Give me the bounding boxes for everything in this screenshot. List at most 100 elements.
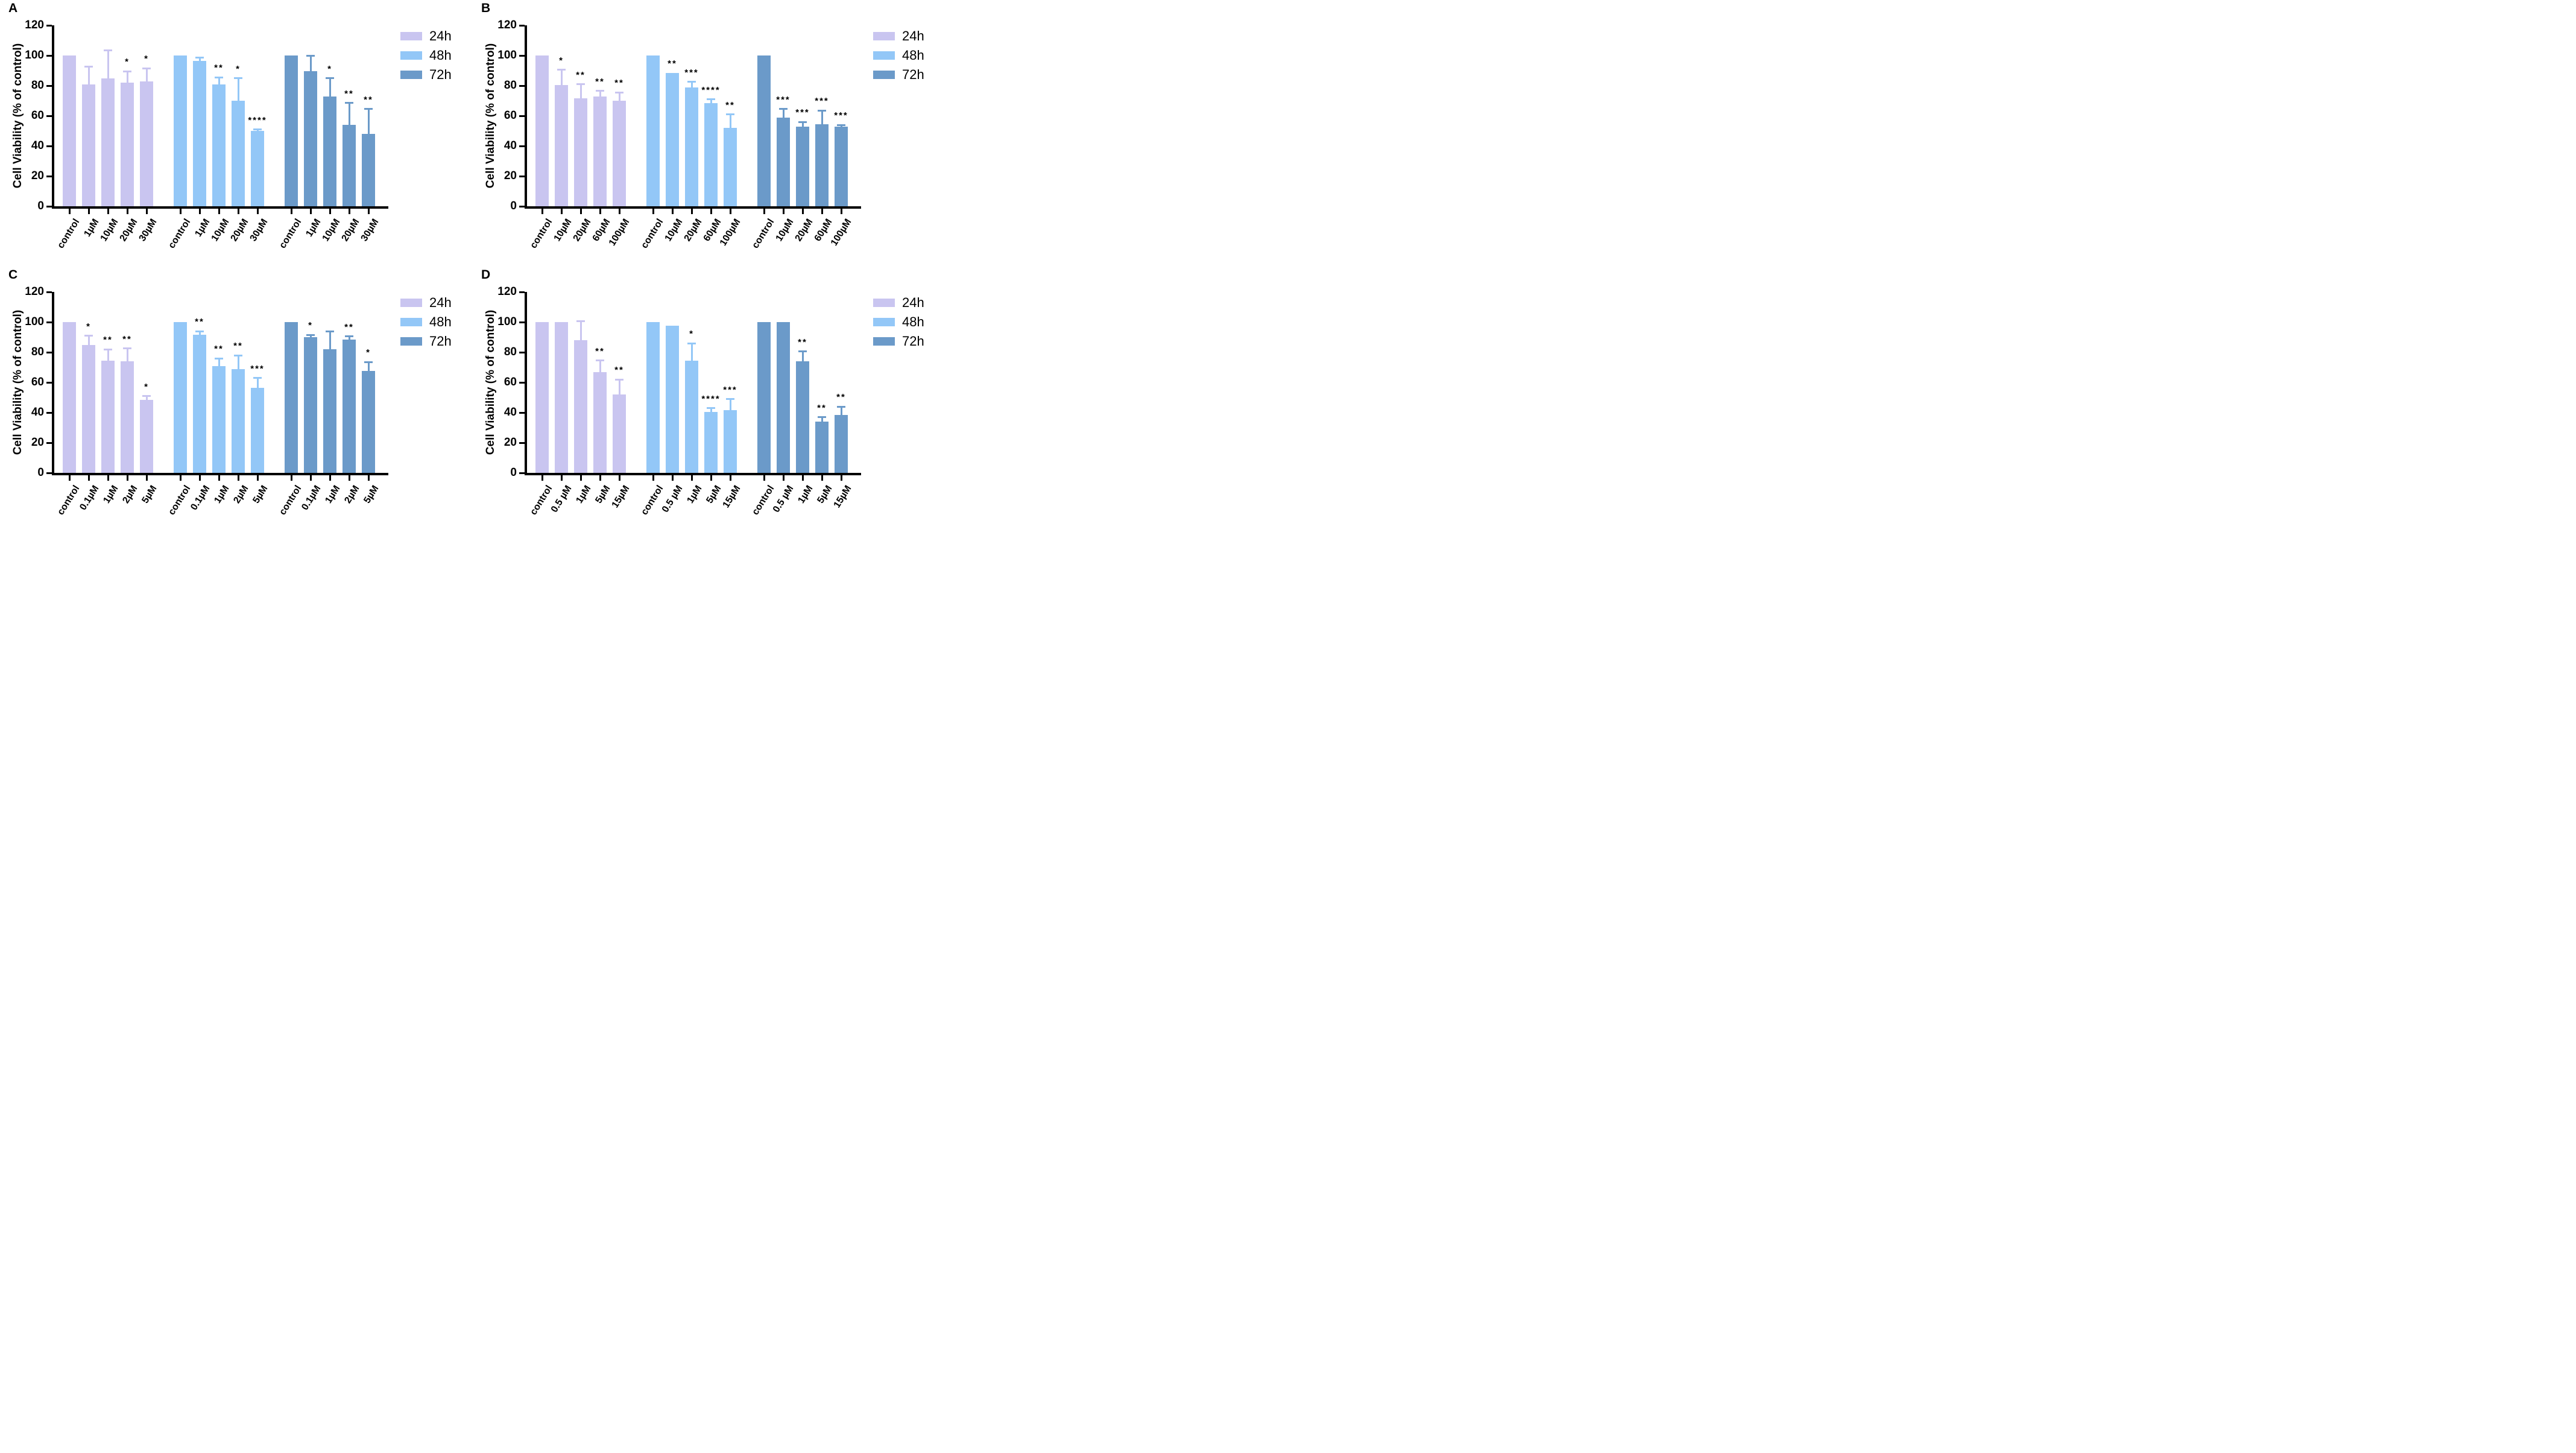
bar-24h-100µM <box>613 101 626 206</box>
y-tick-label: 120 <box>25 19 44 31</box>
y-axis-line <box>525 292 527 475</box>
significance-stars: * <box>236 63 241 74</box>
x-tick-mark <box>145 209 148 214</box>
bar-48h-0.5 µM <box>666 326 679 473</box>
y-tick-mark <box>519 54 525 57</box>
legend-row: 72h <box>400 65 452 84</box>
bar-48h-100µM <box>724 128 737 206</box>
legend-row: 24h <box>400 293 452 312</box>
y-tick-mark <box>519 24 525 27</box>
error-bar-cap <box>326 330 334 332</box>
significance-stars: *** <box>815 96 829 107</box>
x-tick-label: 15µM <box>721 484 743 510</box>
bar-72h-0.1µM <box>304 337 317 473</box>
error-bar-cap <box>615 91 623 93</box>
x-tick-label: 5µM <box>362 484 381 505</box>
x-tick-mark <box>541 475 543 481</box>
error-bar-cap <box>104 49 112 51</box>
error-bar-cap <box>84 335 93 337</box>
x-tick-mark <box>126 209 128 214</box>
x-tick-label: 20µM <box>571 217 593 244</box>
bar-72h-10µM <box>323 96 336 206</box>
significance-stars: * <box>144 54 149 65</box>
error-bar-cap <box>596 359 604 362</box>
legend-row: 24h <box>400 27 452 46</box>
bar-24h-0.5 µM <box>555 322 568 473</box>
x-axis-line <box>52 206 388 209</box>
bar-72h-control <box>285 55 298 206</box>
y-tick-mark <box>46 442 52 444</box>
panel-letter-B: B <box>481 1 491 15</box>
x-tick-mark <box>126 475 128 481</box>
legend-B: 24h 48h 72h <box>873 27 924 84</box>
x-tick-mark <box>579 475 582 481</box>
error-bar-cap <box>104 348 112 350</box>
plot-area-A: 0 20 40 60 80 100 120 control 1µM 10µM * 20µM * 30µM c… <box>0 0 473 267</box>
significance-stars: *** <box>834 110 848 121</box>
error-bar-cap <box>557 69 566 71</box>
x-tick-mark <box>290 209 292 214</box>
error-bar-stem <box>309 335 312 337</box>
significance-stars: ** <box>344 88 354 99</box>
x-tick-mark <box>218 475 220 481</box>
y-tick-label: 80 <box>31 346 44 358</box>
panel-A: A Cell Viability (% of control) 0 20 40 60 8… <box>0 0 473 267</box>
bar-48h-10µM <box>666 72 679 206</box>
error-bar-stem <box>782 109 784 118</box>
x-tick-label: control <box>639 217 666 250</box>
bar-72h-100µM <box>835 126 848 206</box>
legend-swatch-72h <box>400 71 422 79</box>
legend-A: 24h 48h 72h <box>400 27 452 84</box>
error-bar-cap <box>195 330 204 332</box>
significance-stars: *** <box>776 94 791 105</box>
significance-stars: **** <box>701 393 721 404</box>
x-tick-mark <box>782 209 784 214</box>
x-tick-mark <box>256 475 259 481</box>
significance-stars: * <box>689 329 694 339</box>
bar-72h-1µM <box>323 349 336 473</box>
x-tick-label: 15µM <box>832 484 854 510</box>
bar-24h-10µM <box>101 78 115 206</box>
x-tick-mark <box>690 209 693 214</box>
y-tick-label: 40 <box>504 406 517 419</box>
error-bar-cap <box>215 76 223 78</box>
x-tick-label: 5µM <box>251 484 270 505</box>
y-tick-mark <box>519 205 525 207</box>
legend-label-24h: 24h <box>902 28 924 43</box>
bar-48h-60µM <box>704 103 718 206</box>
x-tick-label: 10µM <box>320 217 343 244</box>
significance-stars: *** <box>250 363 265 374</box>
error-bar-cap <box>142 67 151 69</box>
error-bar-stem <box>126 71 128 83</box>
x-tick-label: 20µM <box>339 217 362 244</box>
y-axis-line <box>52 292 54 475</box>
bar-24h-control <box>535 55 549 206</box>
legend-swatch-48h <box>873 318 895 326</box>
y-tick-label: 60 <box>504 109 517 122</box>
bar-24h-control <box>535 322 549 473</box>
error-bar-cap <box>234 77 242 79</box>
error-bar-cap <box>123 70 131 72</box>
x-tick-label: 15µM <box>610 484 632 510</box>
significance-stars: * <box>86 321 91 332</box>
x-tick-label: 30µM <box>137 217 159 244</box>
error-bar-cap <box>707 407 715 409</box>
x-tick-mark <box>710 475 712 481</box>
x-tick-mark <box>329 475 331 481</box>
bar-48h-20µM <box>232 101 245 206</box>
bar-24h-control <box>63 322 76 473</box>
legend-row: 72h <box>400 332 452 351</box>
x-tick-label: control <box>750 217 777 250</box>
error-bar-cap <box>615 378 623 381</box>
significance-stars: ** <box>344 321 354 332</box>
legend-row: 24h <box>873 27 924 46</box>
bar-72h-1µM <box>304 71 317 206</box>
y-tick-label: 120 <box>497 19 517 31</box>
error-bar-cap <box>798 350 807 353</box>
panel-letter-A: A <box>8 1 18 15</box>
bar-48h-1µM <box>212 366 226 473</box>
error-bar-stem <box>145 396 148 400</box>
significance-stars: *** <box>684 67 699 78</box>
bar-48h-15µM <box>724 410 737 473</box>
x-tick-label: 30µM <box>359 217 381 244</box>
